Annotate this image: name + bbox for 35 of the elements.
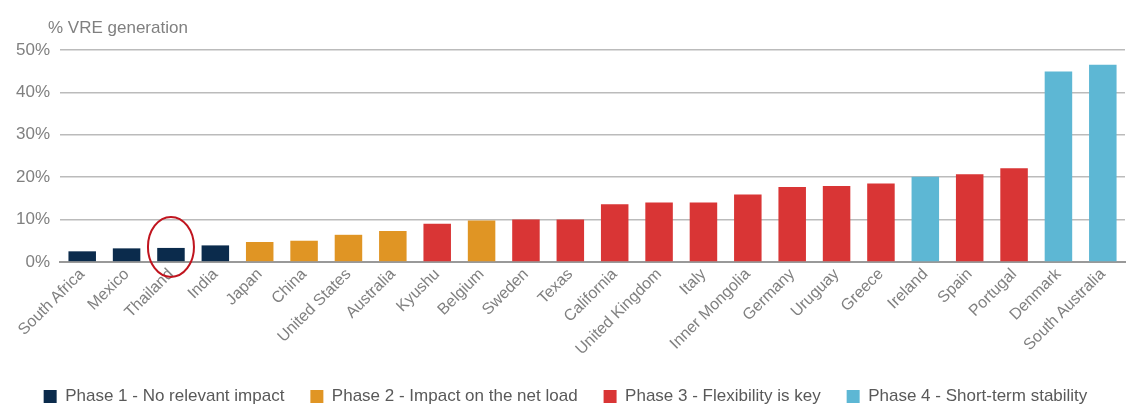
legend-label: Phase 1 - No relevant impact: [65, 386, 285, 406]
bar: [112, 248, 141, 262]
bar: [245, 242, 274, 262]
y-tick-label: 0%: [25, 251, 51, 271]
bar: [822, 186, 851, 262]
bar: [379, 230, 407, 262]
y-tick-label: 50%: [15, 39, 51, 59]
legend-label: Phase 4 - Short-term stability: [868, 386, 1088, 406]
bar: [1044, 71, 1073, 262]
bar: [734, 194, 762, 262]
bar: [290, 240, 318, 262]
bar: [955, 174, 984, 262]
bar: [556, 219, 585, 262]
y-axis-title: % VRE generation: [48, 18, 188, 38]
y-tick-label: 10%: [15, 209, 51, 229]
bar: [157, 247, 185, 262]
bar: [1089, 64, 1117, 262]
bar: [512, 219, 540, 262]
bar: [68, 251, 96, 262]
bar: [467, 220, 496, 262]
bar: [334, 234, 363, 262]
y-tick-label: 40%: [15, 82, 51, 102]
bar: [423, 223, 451, 262]
bar: [778, 186, 806, 262]
legend-label: Phase 3 - Flexibility is key: [625, 386, 822, 406]
y-tick-label: 30%: [15, 124, 51, 144]
bar: [1000, 168, 1028, 262]
bar: [911, 176, 940, 262]
bar: [689, 202, 718, 262]
bar: [600, 204, 629, 262]
bar: [867, 183, 895, 262]
legend-label: Phase 2 - Impact on the net load: [331, 386, 578, 406]
y-tick-label: 20%: [15, 166, 51, 186]
bar: [645, 202, 673, 262]
bar: [201, 245, 230, 262]
